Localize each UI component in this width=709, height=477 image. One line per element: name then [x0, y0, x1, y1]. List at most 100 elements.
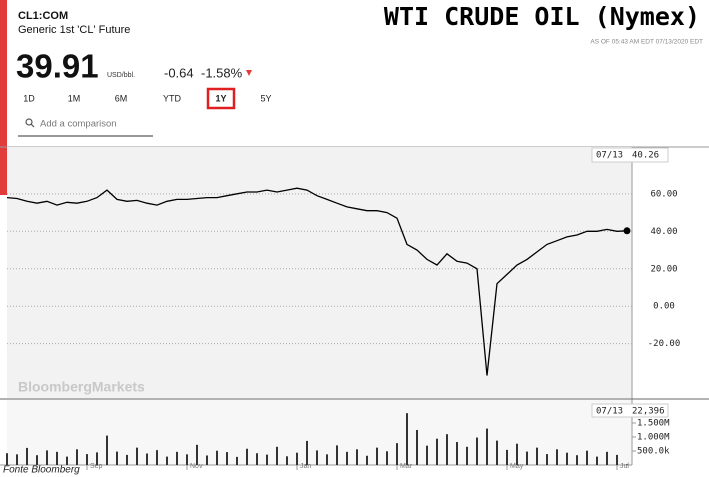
volume-bar	[286, 456, 288, 465]
volume-bar	[476, 437, 478, 465]
last-box	[591, 403, 669, 418]
y-tick-label: 500.0k	[637, 446, 670, 456]
volume-bar	[556, 449, 558, 465]
range-button[interactable]: 6M	[115, 93, 128, 103]
volume-bar	[396, 443, 398, 465]
volume-bar	[546, 454, 548, 465]
volume-bar	[486, 428, 488, 465]
x-tick-label: Jul	[620, 463, 629, 470]
x-tick-label: Mar	[400, 463, 413, 470]
last-value: 22,396	[632, 407, 665, 417]
volume-bar	[436, 438, 438, 465]
volume-bar	[376, 447, 378, 465]
volume-bar	[416, 429, 418, 465]
volume-bar	[326, 454, 328, 465]
range-selected	[206, 87, 236, 110]
range-button[interactable]: 1D	[23, 93, 35, 103]
x-tick-label: Sep	[90, 463, 103, 470]
volume-bar	[66, 456, 68, 465]
as-of: AS OF 05:43 AM EDT 07/13/2020 EDT	[590, 39, 703, 46]
last-value: 40.26	[632, 151, 659, 161]
volume-bar	[316, 450, 318, 465]
volume-bar	[116, 451, 118, 465]
volume-bar	[306, 440, 308, 465]
volume-bar	[536, 447, 538, 465]
volume-bar	[606, 451, 608, 465]
y-tick-label: 20.00	[650, 264, 677, 274]
volume-bar	[6, 453, 8, 465]
y-tick-label: 40.00	[650, 227, 677, 237]
volume-bar	[36, 455, 38, 465]
volume-bar	[46, 450, 48, 465]
volume-bar	[16, 454, 18, 465]
accent-bar	[0, 0, 7, 195]
volume-bar	[586, 450, 588, 465]
volume-bar	[366, 455, 368, 465]
price-line	[6, 187, 628, 376]
volume-bar	[516, 443, 518, 465]
volume-bar	[336, 445, 338, 465]
search-icon	[25, 118, 33, 126]
volume-bar	[446, 434, 448, 465]
volume-bar	[166, 456, 168, 465]
volume-bar	[356, 449, 358, 465]
volume-bar	[196, 444, 198, 465]
volume-bar	[426, 445, 428, 465]
volume-bar	[256, 453, 258, 465]
volume-bar	[26, 447, 28, 465]
volume-bar	[616, 454, 618, 465]
volume-bar	[576, 455, 578, 465]
last-date: 07/13	[596, 407, 623, 417]
source: Fonte Bloomberg	[3, 465, 80, 476]
search-icon-handle	[30, 123, 35, 128]
volume-bar	[246, 448, 248, 465]
price: 39.91	[16, 48, 99, 85]
volume-bar	[216, 450, 218, 465]
volume-bar	[496, 440, 498, 465]
volume-bar	[176, 451, 178, 465]
range-button[interactable]: 1M	[68, 93, 81, 103]
volume-bar	[466, 446, 468, 465]
volume-bar	[226, 452, 228, 465]
volume-bar	[566, 452, 568, 465]
last-box	[591, 147, 669, 163]
range-button[interactable]: 1Y	[215, 93, 226, 103]
volume-bar	[296, 452, 298, 465]
volume-bar	[386, 451, 388, 465]
volume-bar	[526, 451, 528, 465]
volume-bar	[276, 446, 278, 465]
x-tick-label: May	[510, 463, 524, 470]
volume-bar	[596, 456, 598, 465]
search-input[interactable]: Add a comparison	[40, 119, 117, 130]
volume-bar	[236, 456, 238, 465]
volume-bar	[206, 455, 208, 465]
volume-bar	[266, 454, 268, 465]
volume-bar	[626, 464, 628, 465]
y-tick-label: 60.00	[650, 189, 677, 199]
volume-bar	[106, 435, 108, 465]
y-tick-label: -20.00	[648, 339, 681, 349]
volume-bar	[96, 452, 98, 465]
last-date: 07/13	[596, 151, 623, 161]
plot-area	[7, 147, 632, 398]
volume-bar	[186, 454, 188, 465]
volume-bar	[76, 449, 78, 465]
volume-bar	[456, 442, 458, 465]
x-tick-label: Nov	[190, 463, 203, 470]
y-tick-label: 1.000M	[637, 432, 670, 442]
range-button[interactable]: 5Y	[260, 93, 271, 103]
range-button[interactable]: YTD	[163, 93, 182, 103]
volume-bar	[346, 451, 348, 465]
headline: WTI CRUDE OIL (Nymex)	[384, 2, 700, 31]
watermark: BloombergMarkets	[18, 379, 145, 395]
volume-bar	[506, 449, 508, 465]
change-pct: -1.58%	[201, 65, 243, 80]
symbol: CL1:COM	[18, 10, 68, 22]
volume-bar	[406, 413, 408, 465]
volume-bar	[136, 447, 138, 465]
volume-bar	[156, 450, 158, 465]
volume-bar	[56, 451, 58, 465]
price-unit: USD/bbl.	[107, 72, 135, 79]
last-point	[623, 227, 631, 235]
